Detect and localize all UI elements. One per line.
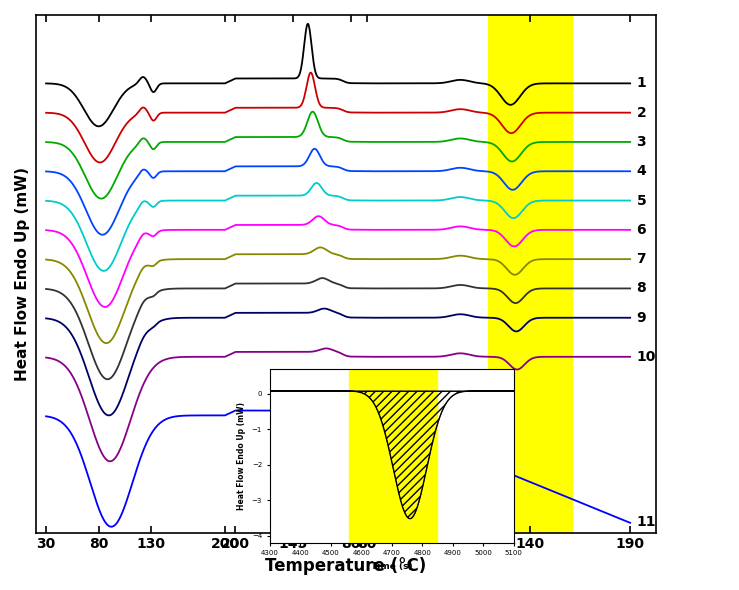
Text: 9: 9 xyxy=(636,311,646,324)
X-axis label: Temperature (°C): Temperature (°C) xyxy=(265,557,426,575)
Y-axis label: Heat Flow Endo Up (mW): Heat Flow Endo Up (mW) xyxy=(237,402,246,510)
Text: 10: 10 xyxy=(636,350,655,364)
Text: 8: 8 xyxy=(636,281,646,296)
Text: 2: 2 xyxy=(636,106,646,120)
Text: 11: 11 xyxy=(636,514,656,529)
Text: 6: 6 xyxy=(636,223,646,237)
Bar xyxy=(488,15,572,533)
Text: 7: 7 xyxy=(636,252,646,266)
Text: 1: 1 xyxy=(636,76,646,90)
Text: 3: 3 xyxy=(636,135,646,149)
Y-axis label: Heat Flow Endo Up (mW): Heat Flow Endo Up (mW) xyxy=(15,167,30,381)
Text: 5: 5 xyxy=(636,194,646,208)
Text: 4: 4 xyxy=(636,164,646,178)
Bar xyxy=(349,369,437,543)
X-axis label: Time (s): Time (s) xyxy=(371,562,412,571)
